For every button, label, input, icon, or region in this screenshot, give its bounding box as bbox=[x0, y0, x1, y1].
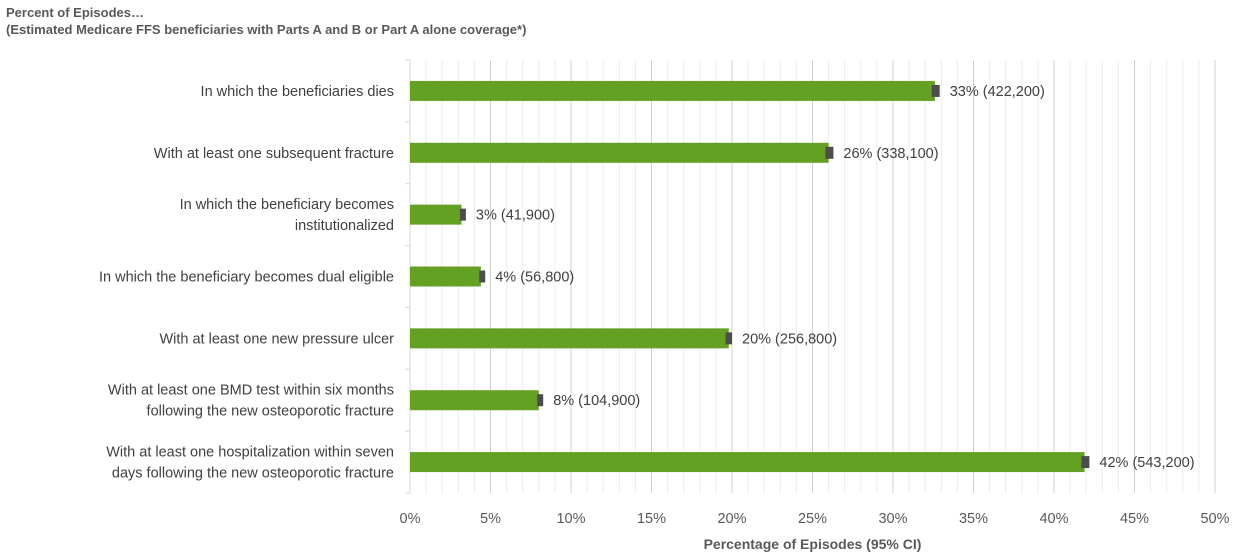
data-label: 33% (422,200) bbox=[950, 84, 1045, 100]
data-label: 20% (256,800) bbox=[742, 331, 837, 347]
x-tick-label: 20% bbox=[717, 511, 746, 527]
category-label: With at least one BMD test within six mo… bbox=[108, 383, 394, 399]
category-label: In which the beneficiary becomes bbox=[180, 197, 394, 213]
data-label: 42% (543,200) bbox=[1099, 455, 1194, 471]
error-bar bbox=[931, 84, 940, 97]
bar bbox=[410, 204, 462, 225]
bar bbox=[410, 328, 729, 349]
data-label: 4% (56,800) bbox=[495, 270, 574, 286]
category-label: institutionalized bbox=[295, 218, 394, 234]
x-tick-label: 15% bbox=[637, 511, 666, 527]
data-label: 8% (104,900) bbox=[553, 393, 640, 409]
chart-title: Percent of Episodes… bbox=[6, 5, 144, 20]
bar bbox=[410, 390, 539, 411]
data-label: 3% (41,900) bbox=[476, 208, 555, 224]
x-tick-label: 45% bbox=[1120, 511, 1149, 527]
bar bbox=[410, 80, 935, 101]
x-axis-title: Percentage of Episodes (95% CI) bbox=[704, 536, 922, 552]
chart-title-block: Percent of Episodes… (Estimated Medicare… bbox=[6, 4, 526, 38]
error-bar bbox=[825, 146, 834, 159]
bar bbox=[410, 266, 481, 287]
data-label: 26% (338,100) bbox=[843, 146, 938, 162]
error-bar bbox=[725, 332, 732, 345]
x-tick-label: 10% bbox=[556, 511, 585, 527]
category-label: With at least one subsequent fracture bbox=[154, 146, 394, 162]
category-label: In which the beneficiary becomes dual el… bbox=[99, 270, 394, 286]
error-bar bbox=[1081, 456, 1090, 469]
category-label: With at least one new pressure ulcer bbox=[159, 331, 394, 347]
x-tick-label: 30% bbox=[878, 511, 907, 527]
category-label: With at least one hospitalization within… bbox=[106, 445, 394, 461]
x-tick-label: 35% bbox=[959, 511, 988, 527]
bar bbox=[410, 142, 829, 163]
bar bbox=[410, 452, 1085, 473]
x-tick-label: 0% bbox=[400, 511, 421, 527]
x-tick-label: 25% bbox=[798, 511, 827, 527]
error-bar bbox=[459, 208, 466, 221]
category-label: In which the beneficiaries dies bbox=[201, 84, 394, 100]
x-tick-label: 40% bbox=[1039, 511, 1068, 527]
x-tick-label: 5% bbox=[480, 511, 501, 527]
chart-subtitle: (Estimated Medicare FFS beneficiaries wi… bbox=[6, 22, 527, 37]
error-bar bbox=[537, 394, 544, 407]
category-label: following the new osteoporotic fracture bbox=[147, 404, 394, 420]
x-tick-label: 50% bbox=[1200, 511, 1229, 527]
category-label: days following the new osteoporotic frac… bbox=[112, 466, 394, 482]
error-bar bbox=[479, 270, 486, 283]
